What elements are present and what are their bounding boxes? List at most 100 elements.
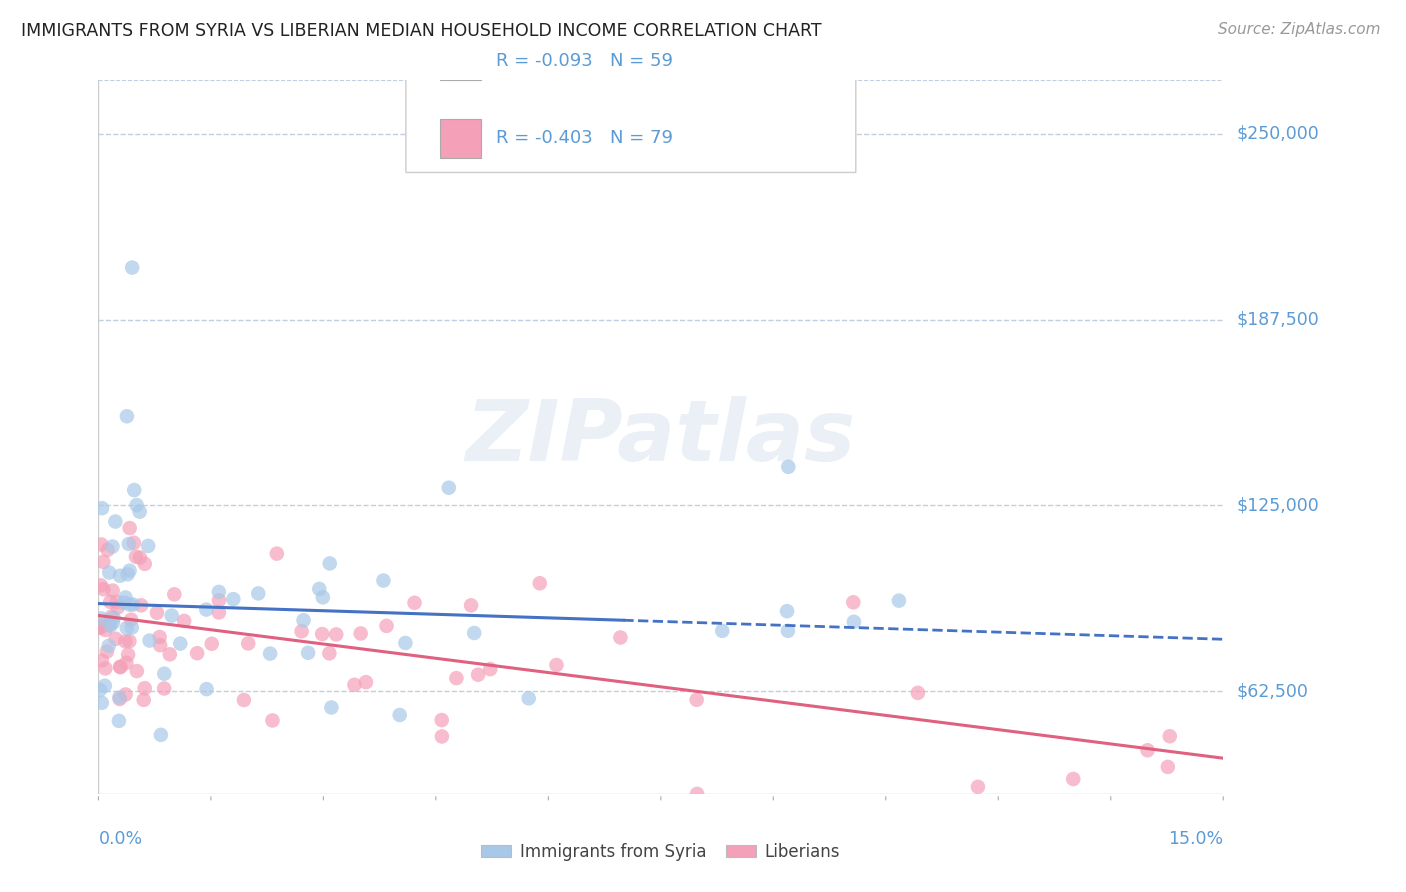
Point bbox=[90, 537, 112, 551]
FancyBboxPatch shape bbox=[406, 33, 856, 172]
Point bbox=[430, 730, 453, 744]
Point bbox=[467, 667, 489, 681]
Point bbox=[195, 602, 218, 616]
Point bbox=[967, 780, 990, 794]
Point bbox=[195, 682, 218, 697]
Point bbox=[115, 409, 138, 424]
Point bbox=[159, 648, 181, 662]
Point bbox=[98, 595, 121, 609]
Point bbox=[114, 634, 136, 648]
Point bbox=[208, 585, 231, 599]
Point bbox=[121, 621, 143, 635]
Point bbox=[118, 564, 141, 578]
Point bbox=[186, 646, 208, 660]
Point bbox=[375, 619, 398, 633]
Point bbox=[325, 627, 347, 641]
Point bbox=[96, 644, 118, 658]
Point bbox=[104, 632, 127, 646]
Point bbox=[1157, 760, 1180, 774]
Point bbox=[117, 648, 139, 662]
Point bbox=[134, 557, 156, 571]
Text: $125,000: $125,000 bbox=[1237, 497, 1319, 515]
Point bbox=[149, 728, 172, 742]
Point bbox=[125, 549, 148, 564]
Point bbox=[160, 608, 183, 623]
Point bbox=[125, 664, 148, 678]
Point bbox=[118, 521, 141, 535]
Point bbox=[93, 582, 115, 597]
Point bbox=[312, 591, 335, 605]
Point bbox=[114, 688, 136, 702]
Point bbox=[297, 646, 319, 660]
Point bbox=[842, 595, 865, 609]
Point bbox=[208, 606, 231, 620]
Text: $187,500: $187,500 bbox=[1237, 310, 1319, 328]
Text: 0.0%: 0.0% bbox=[98, 830, 142, 847]
Point bbox=[887, 593, 910, 607]
Point bbox=[247, 586, 270, 600]
Point bbox=[291, 624, 314, 639]
Point bbox=[108, 714, 131, 728]
Point bbox=[292, 613, 315, 627]
Point bbox=[90, 696, 112, 710]
Point bbox=[479, 662, 502, 676]
Point bbox=[101, 609, 124, 624]
Point bbox=[842, 615, 865, 629]
Point bbox=[238, 636, 260, 650]
Point bbox=[134, 681, 156, 696]
Point bbox=[907, 686, 929, 700]
Point bbox=[89, 682, 111, 697]
Point bbox=[98, 566, 121, 580]
Point bbox=[394, 636, 416, 650]
Point bbox=[222, 592, 245, 607]
Point bbox=[91, 555, 114, 569]
Point bbox=[208, 593, 231, 607]
Point bbox=[107, 600, 129, 615]
Text: $250,000: $250,000 bbox=[1237, 125, 1319, 143]
Point bbox=[776, 624, 799, 638]
Point bbox=[169, 637, 191, 651]
Point bbox=[529, 576, 551, 591]
Point bbox=[125, 498, 148, 512]
Point bbox=[89, 621, 111, 635]
Point bbox=[517, 691, 540, 706]
Point bbox=[311, 627, 333, 641]
Point bbox=[90, 578, 112, 592]
Point bbox=[343, 678, 366, 692]
Point bbox=[388, 708, 411, 723]
Point bbox=[146, 606, 169, 620]
Point bbox=[1062, 772, 1084, 786]
Point bbox=[104, 515, 127, 529]
Point bbox=[232, 693, 254, 707]
Point bbox=[163, 587, 186, 601]
Point bbox=[121, 260, 143, 275]
Point bbox=[776, 604, 799, 618]
Point bbox=[90, 611, 112, 625]
Text: ZIPatlas: ZIPatlas bbox=[465, 395, 856, 479]
Point bbox=[318, 646, 340, 660]
Point bbox=[149, 638, 172, 652]
Point bbox=[686, 787, 709, 801]
Point bbox=[319, 557, 342, 571]
Point bbox=[129, 599, 152, 613]
Point bbox=[122, 536, 145, 550]
Point bbox=[609, 631, 631, 645]
Point bbox=[90, 653, 112, 667]
Point bbox=[115, 656, 138, 670]
Point bbox=[89, 620, 111, 634]
Point bbox=[262, 714, 284, 728]
Point bbox=[97, 639, 120, 653]
Point bbox=[94, 623, 117, 637]
Point bbox=[149, 630, 172, 644]
Point bbox=[1159, 729, 1181, 743]
Point bbox=[685, 693, 707, 707]
Point bbox=[108, 568, 131, 582]
Point bbox=[117, 567, 139, 582]
Point bbox=[122, 483, 145, 497]
Point bbox=[122, 598, 145, 612]
Point bbox=[711, 624, 734, 638]
Point bbox=[101, 540, 124, 554]
Point bbox=[136, 539, 159, 553]
Point bbox=[173, 614, 195, 628]
Point bbox=[120, 613, 142, 627]
